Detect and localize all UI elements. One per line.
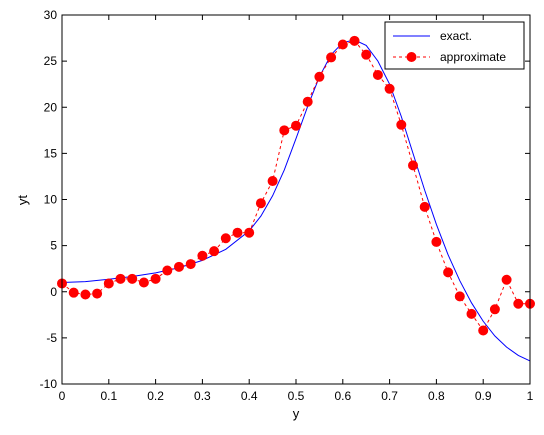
legend-marker-approximate bbox=[406, 52, 417, 62]
approximate-point bbox=[162, 265, 173, 276]
x-tick-label: 0.2 bbox=[147, 389, 164, 403]
x-tick-label: 0.7 bbox=[381, 389, 398, 403]
approximate-point bbox=[92, 288, 103, 299]
approximate-point bbox=[150, 273, 161, 284]
approximate-point bbox=[197, 250, 208, 261]
approximate-point bbox=[68, 287, 79, 298]
x-tick-label: 0.9 bbox=[475, 389, 492, 403]
approximate-point bbox=[443, 267, 454, 278]
approximate-point bbox=[291, 120, 301, 131]
y-tick-label: -10 bbox=[40, 377, 58, 391]
y-tick-label: -5 bbox=[46, 331, 57, 345]
approximate-point bbox=[337, 39, 348, 50]
approximate-point bbox=[408, 160, 418, 171]
x-tick-label: 1 bbox=[527, 389, 534, 403]
approximate-point bbox=[431, 236, 442, 247]
approximate-point bbox=[209, 246, 220, 257]
approximate-point bbox=[314, 71, 325, 82]
y-tick-label: 25 bbox=[44, 54, 58, 68]
approximate-point bbox=[501, 274, 512, 285]
approximate-point bbox=[349, 35, 360, 46]
legend-label-exact: exact. bbox=[440, 29, 472, 43]
approximate-point bbox=[302, 96, 313, 107]
y-tick-label: 5 bbox=[50, 239, 57, 253]
approximate-point bbox=[103, 278, 114, 289]
y-tick-label: 30 bbox=[44, 8, 58, 22]
series-layer bbox=[57, 35, 535, 362]
approximate-point bbox=[80, 289, 91, 300]
ticks-layer: 0 0.1 0.2 0.3 0.4 0.5 0.6 0.7 0.8 0.9 1 -10 -5 0 5 10 15… bbox=[40, 8, 534, 403]
y-tick-label: 20 bbox=[44, 100, 58, 114]
approximate-point bbox=[127, 273, 138, 284]
legend: exact. approximate bbox=[384, 21, 525, 70]
y-tick-label: 15 bbox=[44, 146, 58, 160]
plot-area bbox=[62, 15, 530, 384]
approximate-point bbox=[372, 69, 383, 80]
approximate-point bbox=[454, 291, 465, 302]
approximate-point bbox=[513, 298, 524, 309]
x-tick-label: 0.4 bbox=[241, 389, 258, 403]
legend-box bbox=[384, 21, 525, 70]
approximate-point bbox=[326, 52, 337, 63]
approximate-point bbox=[138, 277, 149, 288]
y-tick-label: 10 bbox=[44, 193, 58, 207]
approximate-point bbox=[232, 227, 243, 238]
approximate-point bbox=[185, 259, 196, 270]
y-tick-label: 0 bbox=[50, 285, 57, 299]
approximate-point bbox=[267, 176, 278, 187]
approximate-point bbox=[489, 304, 500, 315]
approximate-point bbox=[244, 227, 255, 238]
approximate-point bbox=[255, 198, 266, 209]
y-axis-label: yt bbox=[15, 195, 30, 206]
approximate-point bbox=[466, 308, 477, 319]
approximate-point bbox=[279, 125, 290, 136]
approximate-point bbox=[115, 273, 126, 284]
x-tick-label: 0.3 bbox=[194, 389, 211, 403]
approximate-point bbox=[478, 325, 489, 336]
legend-label-approximate: approximate bbox=[440, 50, 506, 64]
approximate-point bbox=[384, 83, 395, 94]
approximate-point bbox=[220, 233, 231, 244]
x-tick-label: 0.1 bbox=[100, 389, 117, 403]
x-tick-label: 0.5 bbox=[288, 389, 305, 403]
x-tick-label: 0.6 bbox=[334, 389, 351, 403]
approximate-point bbox=[419, 201, 430, 212]
approximate-point bbox=[396, 119, 407, 130]
approximate-point bbox=[361, 49, 372, 60]
approximate-point bbox=[174, 261, 184, 272]
x-axis-label: y bbox=[293, 406, 300, 421]
x-tick-label: 0.8 bbox=[428, 389, 445, 403]
x-tick-label: 0 bbox=[59, 389, 66, 403]
